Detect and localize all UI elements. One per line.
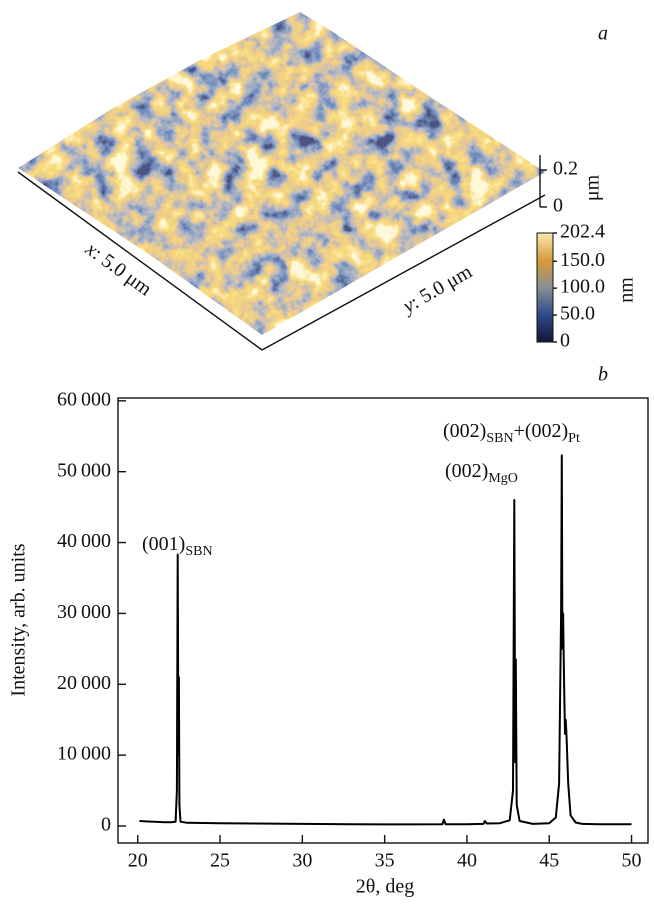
y-axis-label: Intensity, arb. units [8, 543, 30, 696]
annotation-subscript: SBN [486, 431, 513, 446]
y-tick-label: 10 000 [57, 743, 111, 765]
y-tick-label: 0 [101, 814, 111, 836]
x-axis-label: 2θ, deg [356, 876, 414, 898]
afm-y-axis [261, 194, 546, 351]
x-tick-label: 50 [622, 850, 642, 872]
annotation-subscript: SBN [185, 544, 212, 559]
panel-label: a [598, 23, 608, 45]
colorbar-tick-label: 50.0 [560, 303, 595, 325]
y-tick-label: 30 000 [57, 601, 111, 623]
xrd-line [139, 454, 632, 826]
x-tick-label: 20 [128, 850, 148, 872]
x-tick-label: 30 [292, 850, 312, 872]
x-tick-label: 40 [457, 850, 477, 872]
peak-annotation: (002)SBN+(002)Pt [443, 420, 580, 447]
z-tick-label: 0 [553, 195, 563, 217]
annotation-text: (001) [142, 533, 185, 555]
afm-x-axis [17, 171, 263, 351]
y-tick-label: 50 000 [57, 459, 111, 481]
annotation-text: (002) [443, 420, 486, 442]
annotation-subscript: Pt [568, 431, 580, 446]
y-tick-label: 20 000 [57, 672, 111, 694]
annotation-subscript: MgO [488, 471, 518, 486]
x-tick-label: 45 [539, 850, 559, 872]
x-tick-label: 25 [210, 850, 230, 872]
afm-z-unit: μm [582, 174, 604, 201]
colorbar-unit: nm [616, 277, 638, 303]
colorbar-tick-label: 0 [560, 330, 570, 352]
colorbar-tick-label: 150.0 [560, 249, 605, 271]
x-tick-label: 35 [375, 850, 395, 872]
afm-surface [18, 12, 545, 335]
panel-label: b [598, 364, 608, 386]
y-tick-label: 60 000 [57, 388, 111, 410]
z-tick-label: 0.2 [553, 158, 578, 180]
colorbar-tick-label: 202.4 [560, 221, 605, 243]
peak-annotation: (002)MgO [445, 460, 518, 487]
annotation-text: + [514, 420, 525, 442]
peak-annotation: (001)SBN [142, 533, 213, 560]
y-tick-label: 40 000 [57, 530, 111, 552]
colorbar [536, 232, 554, 343]
annotation-text: (002) [445, 460, 488, 482]
annotation-text: (002) [525, 420, 568, 442]
plot-frame [117, 397, 649, 844]
colorbar-tick-label: 100.0 [560, 276, 605, 298]
